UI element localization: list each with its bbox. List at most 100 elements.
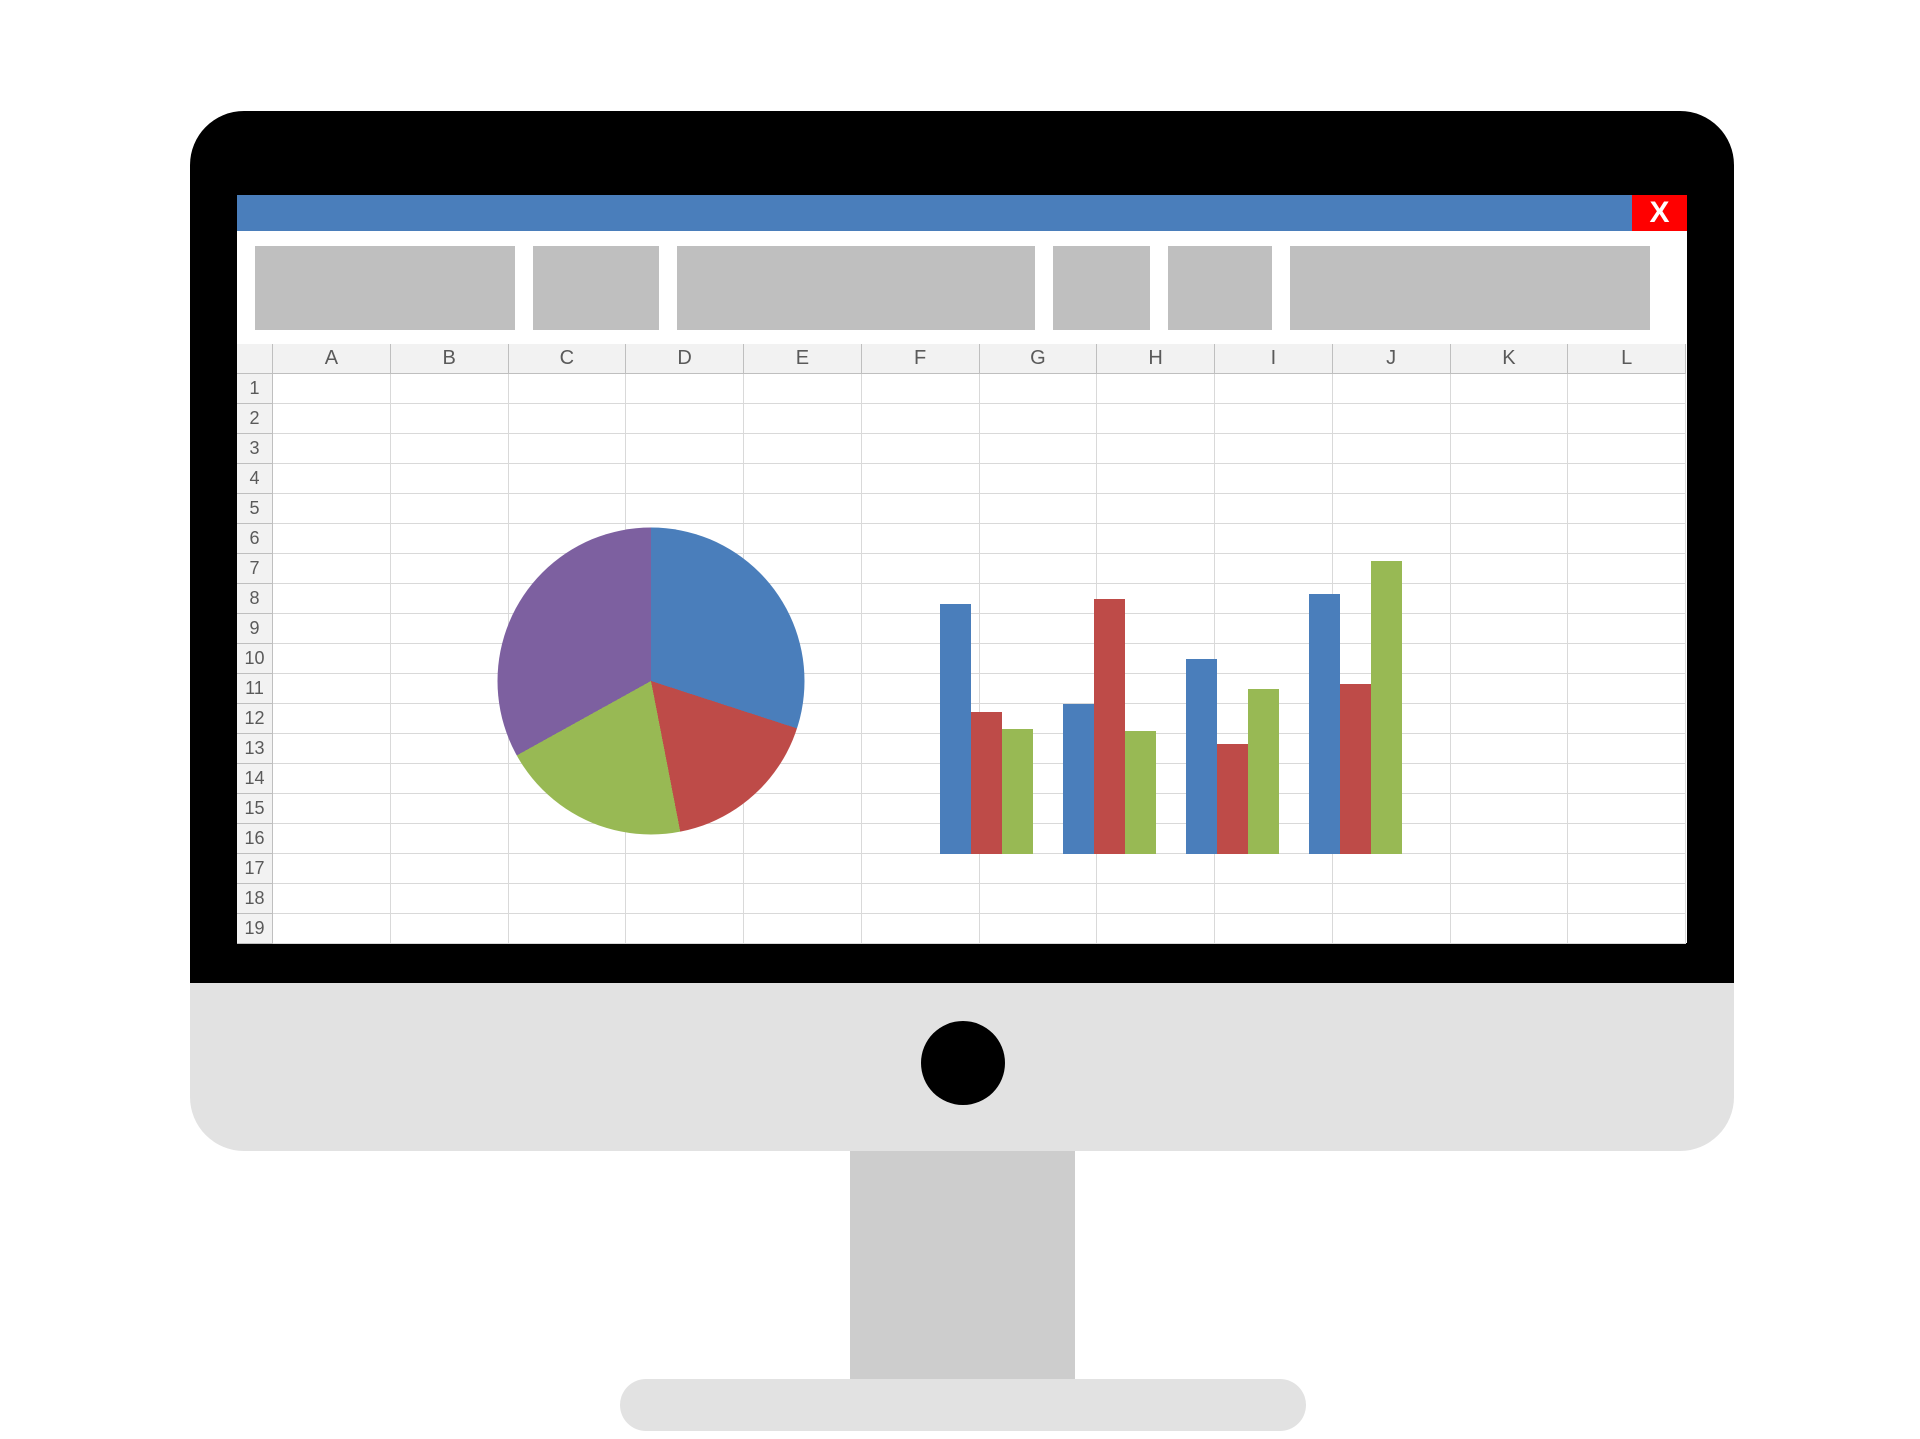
cell[interactable] [744, 524, 862, 554]
cell[interactable] [1097, 374, 1215, 404]
column-header-E[interactable]: E [744, 344, 862, 374]
cell[interactable] [862, 434, 980, 464]
cell[interactable] [1215, 464, 1333, 494]
row-header-6[interactable]: 6 [237, 524, 273, 554]
row-header-15[interactable]: 15 [237, 794, 273, 824]
cell[interactable] [1568, 764, 1686, 794]
row-header-7[interactable]: 7 [237, 554, 273, 584]
cell[interactable] [1451, 644, 1569, 674]
cell[interactable] [862, 464, 980, 494]
ribbon-group-4[interactable] [1053, 246, 1150, 330]
cell[interactable] [1097, 914, 1215, 944]
cell[interactable] [391, 614, 509, 644]
column-header-J[interactable]: J [1333, 344, 1451, 374]
cell[interactable] [1333, 914, 1451, 944]
row-header-4[interactable]: 4 [237, 464, 273, 494]
cell[interactable] [1097, 404, 1215, 434]
cell[interactable] [1451, 464, 1569, 494]
cell[interactable] [980, 464, 1098, 494]
cell[interactable] [626, 374, 744, 404]
ribbon-group-6[interactable] [1290, 246, 1650, 330]
cell[interactable] [273, 704, 391, 734]
cell[interactable] [1215, 374, 1333, 404]
cell[interactable] [1215, 914, 1333, 944]
cell[interactable] [744, 794, 862, 824]
cell[interactable] [1333, 464, 1451, 494]
cell[interactable] [1097, 464, 1215, 494]
ribbon-group-1[interactable] [255, 246, 515, 330]
cell[interactable] [1451, 704, 1569, 734]
cell[interactable] [273, 914, 391, 944]
cell[interactable] [744, 494, 862, 524]
row-header-16[interactable]: 16 [237, 824, 273, 854]
bar-chart[interactable] [940, 554, 1402, 854]
cell[interactable] [1451, 854, 1569, 884]
column-header-C[interactable]: C [509, 344, 627, 374]
row-header-18[interactable]: 18 [237, 884, 273, 914]
cell[interactable] [980, 374, 1098, 404]
row-header-14[interactable]: 14 [237, 764, 273, 794]
cell[interactable] [1568, 824, 1686, 854]
cell[interactable] [1451, 824, 1569, 854]
cell[interactable] [1451, 614, 1569, 644]
row-header-17[interactable]: 17 [237, 854, 273, 884]
cell[interactable] [862, 524, 980, 554]
cell[interactable] [273, 614, 391, 644]
cell[interactable] [273, 494, 391, 524]
row-header-2[interactable]: 2 [237, 404, 273, 434]
cell[interactable] [1451, 554, 1569, 584]
cell[interactable] [1215, 854, 1333, 884]
cell[interactable] [1451, 794, 1569, 824]
column-header-B[interactable]: B [391, 344, 509, 374]
cell[interactable] [391, 914, 509, 944]
cell[interactable] [391, 854, 509, 884]
cell[interactable] [1097, 434, 1215, 464]
cell[interactable] [273, 584, 391, 614]
cell[interactable] [273, 404, 391, 434]
column-header-F[interactable]: F [862, 344, 980, 374]
cell[interactable] [1568, 614, 1686, 644]
column-header-H[interactable]: H [1097, 344, 1215, 374]
cell[interactable] [273, 884, 391, 914]
cell[interactable] [980, 524, 1098, 554]
cell[interactable] [862, 374, 980, 404]
cell[interactable] [1215, 434, 1333, 464]
column-header-A[interactable]: A [273, 344, 391, 374]
cell[interactable] [1215, 404, 1333, 434]
cell[interactable] [1097, 884, 1215, 914]
cell[interactable] [509, 494, 627, 524]
row-header-9[interactable]: 9 [237, 614, 273, 644]
cell[interactable] [1215, 494, 1333, 524]
cell[interactable] [1451, 374, 1569, 404]
ribbon-group-5[interactable] [1168, 246, 1272, 330]
cell[interactable] [391, 494, 509, 524]
cell[interactable] [391, 734, 509, 764]
cell[interactable] [1451, 584, 1569, 614]
pie-chart[interactable] [498, 528, 805, 835]
cell[interactable] [1451, 524, 1569, 554]
cell[interactable] [744, 404, 862, 434]
cell[interactable] [1568, 374, 1686, 404]
cell[interactable] [273, 374, 391, 404]
cell[interactable] [391, 884, 509, 914]
cell[interactable] [391, 404, 509, 434]
cell[interactable] [391, 374, 509, 404]
cell[interactable] [509, 884, 627, 914]
close-button[interactable]: X [1632, 195, 1687, 231]
cell[interactable] [1568, 854, 1686, 884]
cell[interactable] [1215, 884, 1333, 914]
cell[interactable] [1333, 524, 1451, 554]
cell[interactable] [391, 434, 509, 464]
cell[interactable] [980, 494, 1098, 524]
cell[interactable] [1568, 734, 1686, 764]
cell[interactable] [1451, 674, 1569, 704]
cell[interactable] [1568, 404, 1686, 434]
row-header-10[interactable]: 10 [237, 644, 273, 674]
row-header-12[interactable]: 12 [237, 704, 273, 734]
cell[interactable] [1568, 434, 1686, 464]
cell[interactable] [626, 914, 744, 944]
cell[interactable] [1333, 884, 1451, 914]
cell[interactable] [1568, 674, 1686, 704]
cell[interactable] [1451, 434, 1569, 464]
cell[interactable] [509, 914, 627, 944]
